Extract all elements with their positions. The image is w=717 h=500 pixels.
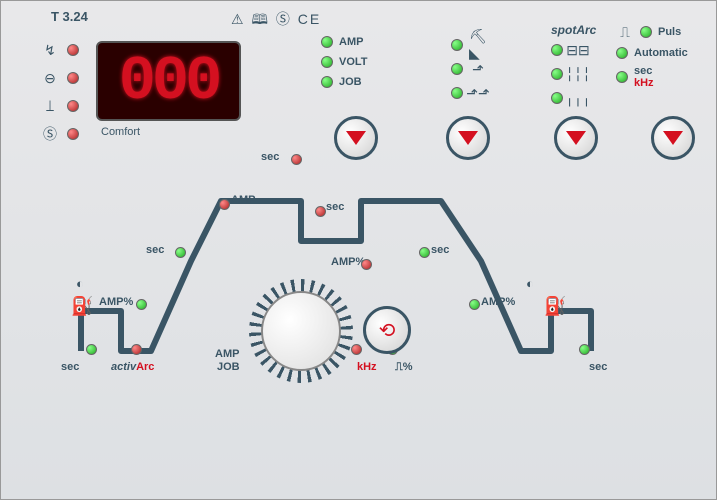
mode-icon: ⛏◣ bbox=[469, 36, 487, 54]
seq-led bbox=[315, 206, 326, 217]
comfort-label: Comfort bbox=[101, 126, 140, 138]
spot-icon: ╎╎╎ bbox=[569, 65, 587, 83]
seq-led bbox=[131, 344, 142, 355]
seq-label: sec bbox=[146, 244, 164, 256]
status-led bbox=[67, 72, 79, 84]
seq-label: AMP% bbox=[331, 256, 365, 268]
seq-label: AMP% bbox=[99, 296, 133, 308]
status-icon: Ⓢ bbox=[41, 125, 59, 143]
seq-label: sec bbox=[261, 151, 279, 163]
spotarc-title: spotArc bbox=[551, 23, 596, 37]
main-display: 000 bbox=[96, 41, 241, 121]
seq-label: sec bbox=[326, 201, 344, 213]
status-led bbox=[67, 128, 79, 140]
gas-icon: ⛽ bbox=[71, 296, 93, 317]
right-led bbox=[616, 71, 628, 83]
mode-led bbox=[451, 39, 463, 51]
clock-icon: ◐ bbox=[76, 276, 84, 291]
seq-led bbox=[219, 199, 230, 210]
seq-label: kHz bbox=[357, 361, 377, 373]
model-label: T 3.24 bbox=[51, 9, 88, 24]
seq-label: activArc bbox=[111, 361, 154, 373]
seq-label: AMP% bbox=[481, 296, 515, 308]
seq-led bbox=[361, 259, 372, 270]
seq-led bbox=[419, 247, 430, 258]
seq-label: JOB bbox=[217, 361, 240, 373]
seq-label: ⎍% bbox=[395, 361, 412, 374]
mode-led bbox=[451, 87, 463, 99]
seq-led bbox=[175, 247, 186, 258]
nav-button-1[interactable] bbox=[446, 116, 490, 160]
spotarc-column: spotArc ⊟⊟ ╎╎╎ ╷╷╷ bbox=[551, 23, 596, 113]
unit-column: AMP VOLT JOB bbox=[321, 36, 368, 96]
status-icon: ⟘ bbox=[41, 97, 59, 115]
right-label: seckHz bbox=[634, 65, 654, 89]
unit-label: AMP bbox=[339, 36, 363, 48]
right-led bbox=[616, 47, 628, 59]
unit-led bbox=[321, 56, 333, 68]
right-led bbox=[640, 26, 652, 38]
clock-icon: ◐ bbox=[526, 276, 534, 291]
status-led bbox=[67, 44, 79, 56]
seq-led bbox=[351, 344, 362, 355]
seq-label: sec bbox=[61, 361, 79, 373]
seq-led bbox=[136, 299, 147, 310]
status-icon: ↯ bbox=[41, 41, 59, 59]
seq-label: AMP bbox=[215, 348, 239, 360]
right-icon: ⎍ bbox=[616, 23, 634, 41]
spot-led bbox=[551, 68, 563, 80]
spot-icon: ⊟⊟ bbox=[569, 41, 587, 59]
unit-label: JOB bbox=[339, 76, 362, 88]
unit-label: VOLT bbox=[339, 56, 368, 68]
gas-icon: ⛽ bbox=[544, 296, 566, 317]
mode-column: ⛏◣⬏⬏⬏ bbox=[451, 36, 487, 108]
mode-icon: ⬏ bbox=[469, 60, 487, 78]
mode-icon: ⬏⬏ bbox=[469, 84, 487, 102]
right-label: Puls bbox=[658, 26, 681, 38]
nav-button-3[interactable] bbox=[651, 116, 695, 160]
seq-led bbox=[579, 344, 590, 355]
seq-led bbox=[291, 154, 302, 165]
seq-label: sec bbox=[589, 361, 607, 373]
nav-button-0[interactable] bbox=[334, 116, 378, 160]
status-icon: ⊖ bbox=[41, 69, 59, 87]
right-column: ⎍ Puls Automatic seckHz bbox=[616, 23, 688, 95]
seq-label: AMP bbox=[231, 194, 255, 206]
seq-label: sec bbox=[431, 244, 449, 256]
mode-led bbox=[451, 63, 463, 75]
spot-icon: ╷╷╷ bbox=[569, 89, 587, 107]
unit-led bbox=[321, 36, 333, 48]
nav-button-2[interactable] bbox=[554, 116, 598, 160]
cycle-button[interactable]: ⟲ bbox=[363, 306, 411, 354]
seq-led bbox=[469, 299, 480, 310]
spot-led bbox=[551, 92, 563, 104]
spot-led bbox=[551, 44, 563, 56]
right-label: Automatic bbox=[634, 47, 688, 59]
cert-icons: ⚠ 🕮 Ⓢ CE bbox=[231, 9, 321, 33]
main-knob[interactable] bbox=[261, 291, 341, 371]
seq-led bbox=[86, 344, 97, 355]
unit-led bbox=[321, 76, 333, 88]
status-led bbox=[67, 100, 79, 112]
display-digits: 000 bbox=[119, 46, 219, 117]
status-column: ↯ ⊖ ⟘ Ⓢ bbox=[41, 41, 79, 153]
